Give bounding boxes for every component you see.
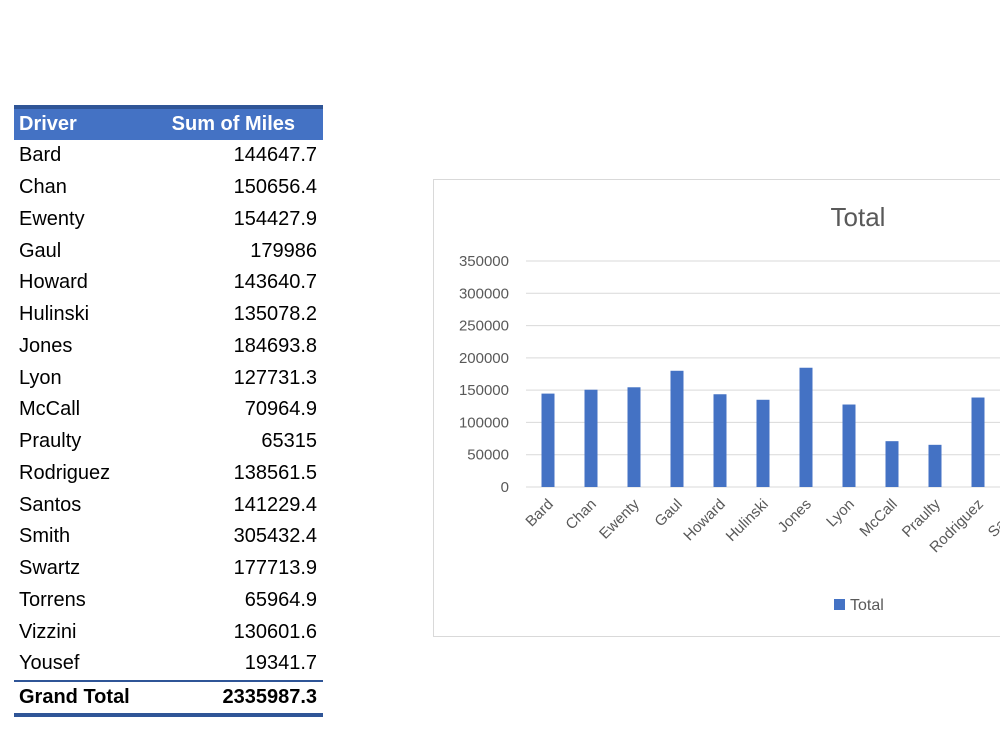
bar-chart: Total 0 50000 100000 150000 200000 250000 3000… [459, 202, 1000, 614]
table-row: Gaul 179986 [14, 235, 323, 267]
driver-cell[interactable]: Torrens [19, 588, 86, 611]
miles-cell[interactable]: 138561.5 [233, 461, 317, 484]
legend-label: Total [850, 597, 884, 614]
y-tick-label: 0 [501, 479, 509, 496]
y-tick-label: 350000 [459, 253, 509, 270]
table-row: Swartz 177713.9 [14, 553, 323, 585]
table-row: Lyon 127731.3 [14, 362, 323, 394]
y-tick-label: 250000 [459, 318, 509, 335]
bar[interactable] [842, 404, 856, 487]
bar[interactable] [885, 441, 899, 487]
miles-cell[interactable]: 70964.9 [244, 398, 317, 421]
bar[interactable] [670, 370, 684, 487]
miles-cell[interactable]: 305432.4 [233, 525, 317, 548]
driver-cell[interactable]: Santos [19, 493, 82, 516]
miles-cell[interactable]: 130601.6 [233, 620, 317, 643]
x-category-label: Bard [522, 496, 556, 530]
x-category-label: McCall [856, 496, 900, 540]
pivot-header-row: Driver Sum of Miles [14, 109, 323, 140]
bar[interactable] [627, 387, 641, 487]
legend[interactable]: Total [834, 597, 884, 614]
miles-cell[interactable]: 65315 [261, 430, 317, 453]
miles-cell[interactable]: 154427.9 [233, 207, 317, 230]
driver-cell[interactable]: Yousef [19, 652, 80, 675]
x-category-label: Ewenty [596, 495, 643, 542]
table-row: Yousef 19341.7 [14, 648, 323, 680]
driver-cell[interactable]: Praulty [19, 430, 82, 453]
table-row: Vizzini 130601.6 [14, 616, 323, 648]
driver-cell[interactable]: Smith [19, 525, 71, 548]
miles-cell[interactable]: 143640.7 [233, 271, 317, 294]
bar[interactable] [713, 394, 727, 487]
table-row: Smith 305432.4 [14, 521, 323, 553]
grand-total-row: Grand Total 2335987.3 [14, 679, 323, 717]
y-tick-label: 50000 [467, 447, 509, 464]
grand-total-value[interactable]: 2335987.3 [222, 685, 317, 708]
driver-cell[interactable]: Chan [19, 176, 67, 199]
driver-cell[interactable]: Vizzini [19, 620, 77, 643]
pivot-body: Bard 144647.7 Chan 150656.4 Ewenty 154427.9 Ga… [14, 140, 323, 680]
table-row: Bard 144647.7 [14, 140, 323, 172]
miles-cell[interactable]: 177713.9 [233, 557, 317, 580]
bar[interactable] [971, 397, 985, 487]
driver-cell[interactable]: Hulinski [19, 303, 90, 326]
miles-cell[interactable]: 184693.8 [233, 334, 317, 357]
miles-cell[interactable]: 135078.2 [233, 303, 317, 326]
miles-cell[interactable]: 141229.4 [233, 493, 317, 516]
table-row: McCall 70964.9 [14, 394, 323, 426]
x-category-label: Lyon [823, 496, 858, 531]
bar[interactable] [584, 389, 598, 487]
chart-title[interactable]: Total [831, 202, 886, 232]
table-row: Rodriguez 138561.5 [14, 458, 323, 490]
driver-column-header[interactable]: Driver [19, 113, 77, 135]
miles-cell[interactable]: 65964.9 [244, 588, 317, 611]
y-tick-label: 100000 [459, 414, 509, 431]
y-axis-labels: 0 50000 100000 150000 200000 250000 300000 3500… [459, 253, 509, 496]
y-tick-label: 200000 [459, 350, 509, 367]
bar[interactable] [756, 399, 770, 487]
table-row: Praulty 65315 [14, 426, 323, 458]
chart-area[interactable]: Total 0 50000 100000 150000 200000 250000 3000… [433, 179, 1000, 637]
miles-cell[interactable]: 150656.4 [233, 176, 317, 199]
gridlines [526, 260, 1000, 488]
x-category-label: Hulinski [723, 496, 772, 545]
bar[interactable] [799, 367, 813, 487]
miles-cell[interactable]: 144647.7 [233, 144, 317, 167]
legend-swatch [834, 599, 845, 610]
x-category-label: Gaul [651, 496, 685, 530]
x-category-label: Chan [562, 496, 599, 533]
x-category-label: Howard [680, 496, 729, 545]
driver-cell[interactable]: Lyon [19, 366, 62, 389]
table-row: Hulinski 135078.2 [14, 299, 323, 331]
pivot-table: Driver Sum of Miles Bard 144647.7 Chan 1506… [14, 105, 323, 717]
x-category-label: Santos [985, 496, 1000, 541]
driver-cell[interactable]: Ewenty [19, 207, 85, 230]
table-row: Chan 150656.4 [14, 172, 323, 204]
table-row: Jones 184693.8 [14, 331, 323, 363]
miles-column-header[interactable]: Sum of Miles [171, 113, 295, 135]
driver-cell[interactable]: McCall [19, 398, 81, 421]
bar[interactable] [928, 444, 942, 487]
driver-cell[interactable]: Jones [19, 334, 73, 357]
miles-cell[interactable]: 179986 [250, 239, 317, 262]
driver-cell[interactable]: Gaul [19, 239, 62, 262]
driver-cell[interactable]: Swartz [19, 557, 81, 580]
driver-cell[interactable]: Bard [19, 144, 62, 167]
table-row: Torrens 65964.9 [14, 585, 323, 617]
miles-cell[interactable]: 19341.7 [244, 652, 317, 675]
miles-cell[interactable]: 127731.3 [233, 366, 317, 389]
y-tick-label: 150000 [459, 382, 509, 399]
y-tick-label: 300000 [459, 285, 509, 302]
x-category-label: Jones [775, 496, 815, 536]
bar[interactable] [541, 393, 555, 487]
table-row: Santos 141229.4 [14, 489, 323, 521]
bars [541, 367, 985, 487]
driver-cell[interactable]: Howard [19, 271, 88, 294]
grand-total-label[interactable]: Grand Total [19, 685, 130, 708]
driver-cell[interactable]: Rodriguez [19, 461, 111, 484]
table-row: Howard 143640.7 [14, 267, 323, 299]
table-row: Ewenty 154427.9 [14, 204, 323, 236]
